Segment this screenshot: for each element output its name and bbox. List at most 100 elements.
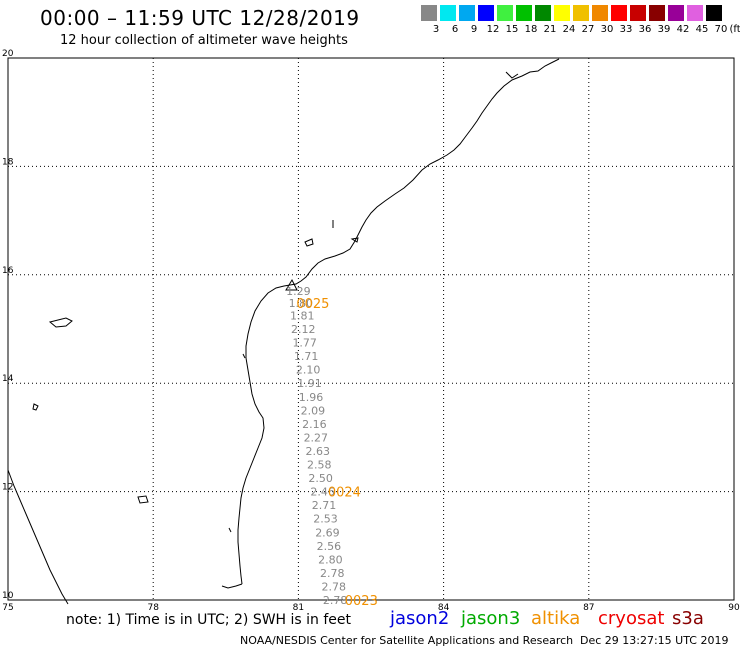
y-tick-label: 20 bbox=[2, 49, 14, 59]
legend-swatch bbox=[516, 5, 533, 21]
india-east-coastline bbox=[237, 58, 560, 585]
swh-value: 2.63 bbox=[306, 445, 331, 458]
legend-label: 39 bbox=[657, 24, 671, 35]
legend-label: 33 bbox=[619, 24, 633, 35]
satellite-label-jason3: jason3 bbox=[461, 608, 521, 629]
y-tick-label: 18 bbox=[2, 157, 14, 167]
legend-swatch bbox=[573, 5, 590, 21]
swh-value: 1.71 bbox=[294, 350, 319, 363]
satellite-label-altika: altika bbox=[531, 608, 581, 629]
axis-ticks: 75 78 81 84 87 90 10 12 14 16 18 20 bbox=[2, 49, 740, 610]
legend-swatch bbox=[497, 5, 514, 21]
credit-line: NOAA/NESDIS Center for Satellite Applica… bbox=[240, 634, 574, 647]
island-small-a bbox=[32, 403, 39, 411]
legend-swatch bbox=[611, 5, 628, 21]
legend-swatch bbox=[535, 5, 552, 21]
swh-value: 2.78 bbox=[323, 594, 348, 607]
legend-label: 42 bbox=[676, 24, 690, 35]
legend-label: 21 bbox=[543, 24, 557, 35]
island-small-c bbox=[304, 238, 314, 247]
swh-value: 2.53 bbox=[313, 513, 338, 526]
swh-value: 1.96 bbox=[299, 391, 324, 404]
mouth-marker bbox=[285, 278, 298, 291]
grid-lines bbox=[7, 57, 735, 601]
swh-value: 2.71 bbox=[312, 499, 337, 512]
legend-swatch bbox=[478, 5, 495, 21]
x-tick-label: 81 bbox=[293, 603, 304, 610]
altimeter-track: 1.291.801.812.121.771.712.101.911.962.09… bbox=[286, 285, 378, 609]
x-tick-label: 78 bbox=[147, 603, 159, 610]
swh-value: 2.58 bbox=[307, 459, 332, 472]
west-coastline bbox=[7, 469, 69, 605]
swh-value: 1.77 bbox=[292, 337, 317, 350]
swh-value: 2.78 bbox=[320, 567, 345, 580]
legend-swatch bbox=[440, 5, 457, 21]
swh-value: 2.56 bbox=[317, 540, 342, 553]
legend-swatch bbox=[668, 5, 685, 21]
footer-note: note: 1) Time is in UTC; 2) SWH is in fe… bbox=[66, 612, 352, 628]
legend-label: 3 bbox=[432, 24, 440, 35]
coast-inlet-b bbox=[242, 353, 246, 359]
swh-value: 1.91 bbox=[297, 377, 322, 390]
pass-time-label: 0025 bbox=[296, 297, 329, 312]
swh-value: 1.80 bbox=[289, 297, 314, 310]
legend-swatch bbox=[687, 5, 704, 21]
y-tick-label: 12 bbox=[2, 483, 13, 493]
island-small-d bbox=[350, 237, 359, 243]
x-tick-label: 87 bbox=[583, 603, 594, 610]
island-west bbox=[48, 317, 73, 328]
x-tick-label: 90 bbox=[728, 603, 740, 610]
y-tick-label: 10 bbox=[2, 591, 14, 601]
coastline bbox=[7, 58, 560, 605]
legend-swatch bbox=[649, 5, 666, 21]
pass-time-label: 0023 bbox=[345, 594, 378, 609]
legend-swatch bbox=[630, 5, 647, 21]
legend-label: 18 bbox=[524, 24, 538, 35]
satellite-label-jason2: jason2 bbox=[390, 608, 450, 629]
legend-swatch bbox=[459, 5, 476, 21]
map-frame bbox=[7, 57, 735, 601]
swh-value: 2.80 bbox=[318, 553, 343, 566]
legend-label: 45 bbox=[695, 24, 709, 35]
satellite-label-s3a: s3a bbox=[672, 608, 704, 629]
legend-label: 36 bbox=[638, 24, 652, 35]
swh-value: 1.81 bbox=[290, 309, 315, 322]
y-tick-label: 14 bbox=[2, 374, 14, 384]
swh-value: 2.50 bbox=[308, 472, 333, 485]
swh-value: 2.16 bbox=[302, 418, 327, 431]
legend-label: 12 bbox=[486, 24, 500, 35]
swh-value: 2.69 bbox=[315, 526, 340, 539]
legend-label: 15 bbox=[505, 24, 519, 35]
legend-unit: (ft) bbox=[729, 24, 740, 35]
x-tick-label: 84 bbox=[438, 603, 450, 610]
generated-timestamp: Dec 29 13:27:15 UTC 2019 bbox=[580, 634, 729, 647]
swh-value: 1.29 bbox=[286, 285, 311, 298]
legend-swatch bbox=[706, 5, 723, 21]
legend-label: 6 bbox=[451, 24, 459, 35]
swh-value: 2.10 bbox=[296, 364, 321, 377]
legend-swatch bbox=[421, 5, 438, 21]
legend-swatch bbox=[592, 5, 609, 21]
swh-value: 2.27 bbox=[304, 431, 329, 444]
swh-value: 2.46 bbox=[310, 486, 335, 499]
page-title: 00:00 – 11:59 UTC 12/28/2019 bbox=[40, 6, 360, 30]
legend-label: 27 bbox=[581, 24, 595, 35]
page-subtitle: 12 hour collection of altimeter wave hei… bbox=[60, 33, 348, 48]
legend-label: 30 bbox=[600, 24, 614, 35]
y-tick-label: 16 bbox=[2, 266, 14, 276]
swh-value: 2.09 bbox=[301, 404, 326, 417]
legend-swatch bbox=[554, 5, 571, 21]
x-tick-label: 75 bbox=[2, 603, 13, 610]
legend-label: 24 bbox=[562, 24, 576, 35]
pass-time-label: 0024 bbox=[328, 486, 361, 501]
coast-inlet-a bbox=[228, 527, 232, 533]
legend-label: 9 bbox=[470, 24, 478, 35]
swh-value: 2.12 bbox=[291, 323, 316, 336]
island-small-b bbox=[137, 495, 149, 504]
legend-label: 70 bbox=[714, 24, 728, 35]
coast-inlet-c bbox=[505, 71, 519, 79]
swh-value: 2.78 bbox=[321, 580, 346, 593]
sri-lanka-coastline-segment bbox=[221, 583, 243, 589]
satellite-label-cryosat: cryosat bbox=[598, 608, 665, 629]
